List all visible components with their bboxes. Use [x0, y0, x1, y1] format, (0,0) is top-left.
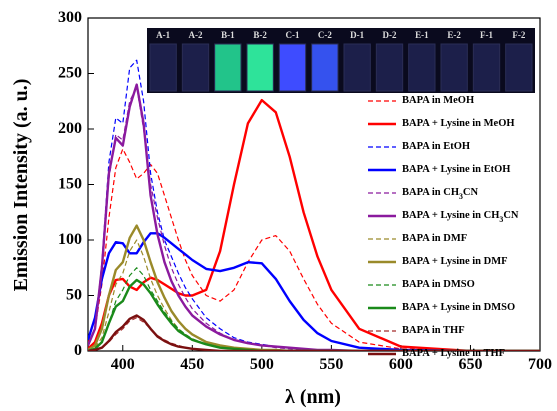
vial: [408, 43, 436, 92]
vial: [343, 43, 371, 92]
vial-label: E-1: [415, 30, 429, 40]
x-tick-label: 700: [528, 356, 552, 373]
x-axis-title: λ (nm): [285, 386, 341, 408]
series-line: [88, 278, 540, 351]
y-tick-label: 100: [58, 231, 82, 248]
vial: [375, 43, 404, 92]
legend-label: BAPA + Lysine in DMF: [402, 256, 508, 267]
x-tick-label: 650: [458, 356, 482, 373]
legend-label: BAPA + Lysine in CH3CN: [402, 210, 519, 224]
vial: [149, 43, 177, 92]
inset-background: [147, 28, 535, 93]
vial-label: D-1: [350, 30, 364, 40]
series-line: [88, 232, 540, 351]
legend-label: BAPA in DMSO: [402, 279, 475, 290]
vial: [181, 43, 210, 92]
series-line: [88, 224, 540, 351]
legend-label: BAPA in THF: [402, 325, 465, 336]
legend-label: BAPA in MeOH: [402, 95, 474, 106]
legend-label: BAPA + Lysine in THF: [402, 348, 505, 359]
legend-label: BAPA in CH3CN: [402, 187, 479, 201]
vial-label: C-1: [286, 30, 300, 40]
x-tick-label: 550: [319, 356, 343, 373]
vial-label: D-2: [383, 30, 397, 40]
y-tick-label: 300: [58, 9, 82, 26]
vial: [440, 43, 468, 92]
legend-label: BAPA in EtOH: [402, 141, 470, 152]
vial: [278, 43, 307, 92]
vial-label: F-1: [480, 30, 493, 40]
legend-label: BAPA + Lysine in MeOH: [402, 118, 515, 129]
series-line: [88, 148, 540, 351]
vial: [246, 43, 274, 92]
vial: [214, 43, 242, 92]
y-tick-label: 50: [66, 286, 82, 303]
y-tick-label: 0: [74, 342, 82, 359]
vial-label: B-2: [253, 30, 267, 40]
inset-photo: A-1 A-2 B-1 B-2 C-1 C-2 D-1 D-2 E-1 E-2 F-1 F-2: [147, 28, 535, 93]
vial: [472, 43, 501, 92]
vial: [311, 43, 339, 92]
series-line: [88, 98, 540, 351]
y-tick-label: 250: [58, 64, 82, 81]
legend-label: BAPA + Lysine in DMSO: [402, 302, 515, 313]
vial-label: E-2: [447, 30, 461, 40]
y-tick-label: 200: [58, 120, 82, 137]
x-tick-label: 450: [180, 356, 204, 373]
legend-label: BAPA + Lysine in EtOH: [402, 164, 510, 175]
y-axis-title: Emission Intensity (a. u.): [10, 79, 32, 292]
x-tick-label: 500: [250, 356, 274, 373]
vial-label: F-2: [512, 30, 525, 40]
vial-label: A-1: [156, 30, 170, 40]
legend-label: BAPA in DMF: [402, 233, 467, 244]
x-tick-label: 400: [111, 356, 135, 373]
vial: [505, 43, 533, 92]
x-tick-label: 600: [389, 356, 413, 373]
vial-label: A-2: [189, 30, 203, 40]
vial-label: C-2: [318, 30, 332, 40]
y-tick-label: 150: [58, 175, 82, 192]
series-line: [88, 314, 540, 351]
vial-label: B-1: [221, 30, 235, 40]
